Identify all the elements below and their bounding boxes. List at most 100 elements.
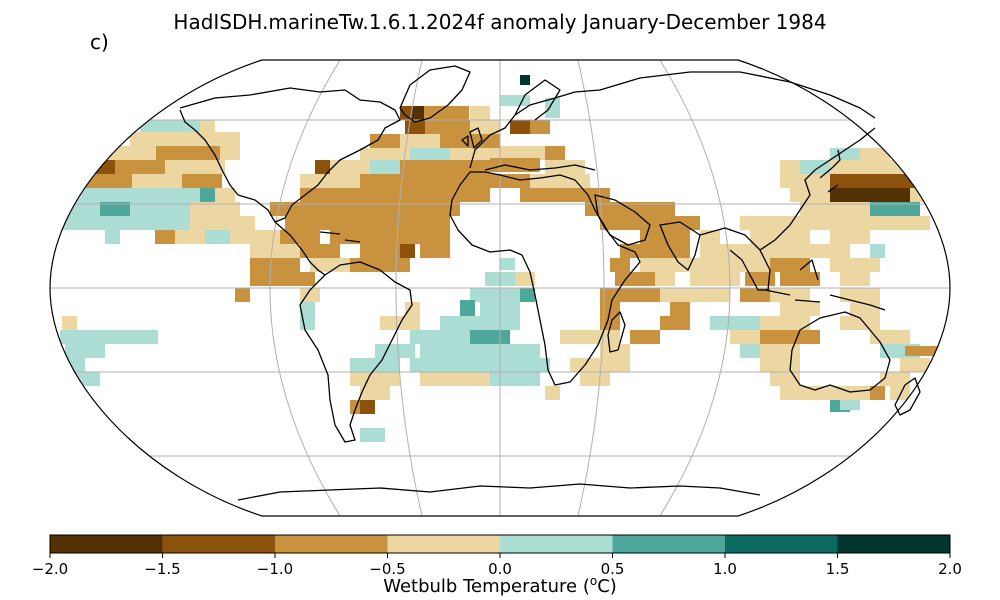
colorbar-bin xyxy=(612,535,726,553)
colorbar-tick-label: 0.5 xyxy=(601,560,625,578)
anomaly-cell xyxy=(870,244,885,258)
anomaly-cell xyxy=(118,330,158,344)
anomaly-cell xyxy=(840,272,870,286)
anomaly-cell xyxy=(200,188,215,202)
anomaly-cell xyxy=(420,344,450,358)
anomaly-cell xyxy=(215,188,235,202)
anomaly-cell xyxy=(70,188,200,202)
anomaly-cell xyxy=(230,230,280,244)
anomaly-cell xyxy=(155,230,175,244)
anomaly-cell xyxy=(545,146,565,160)
anomaly-cell xyxy=(330,160,370,174)
anomaly-cell xyxy=(840,400,860,410)
colorbar-bin xyxy=(837,535,951,553)
anomaly-cell xyxy=(100,202,130,216)
anomaly-cell xyxy=(560,330,620,344)
anomaly-cell xyxy=(470,316,520,330)
anomaly-cell xyxy=(115,160,165,174)
anomaly-cell xyxy=(700,244,760,258)
anomaly-cell xyxy=(615,272,655,286)
anomaly-cell xyxy=(360,400,375,414)
colorbar-bin xyxy=(500,535,613,553)
anomaly-cell xyxy=(460,300,475,316)
world-map xyxy=(49,59,951,517)
meridian-60e xyxy=(577,60,605,516)
anomaly-cell xyxy=(780,272,820,286)
anomaly-cell xyxy=(500,258,515,270)
anomaly-cell xyxy=(870,330,910,344)
anomaly-cell xyxy=(830,148,860,160)
anomaly-cell xyxy=(220,132,240,146)
anomaly-cell xyxy=(520,288,535,302)
anomaly-cell xyxy=(205,230,230,244)
anomaly-cell xyxy=(740,344,760,358)
anomaly-cell xyxy=(880,372,910,386)
east-asia-coast xyxy=(759,127,876,251)
anomaly-cell xyxy=(405,302,420,316)
anomaly-cell xyxy=(780,302,820,316)
central-america-coast xyxy=(274,221,326,276)
madagascar-coast xyxy=(607,311,626,353)
anomaly-cell xyxy=(350,258,410,272)
japan-coast xyxy=(819,149,841,193)
anomaly-cell xyxy=(830,258,880,272)
australia-coast xyxy=(789,311,891,393)
anomaly-cell xyxy=(285,216,450,230)
anomaly-cell xyxy=(630,330,660,344)
anomaly-cell xyxy=(315,160,330,174)
caribbean-islands xyxy=(319,231,361,243)
anomaly-cell xyxy=(182,174,222,188)
anomaly-cell xyxy=(360,174,470,188)
anomaly-cell xyxy=(400,134,440,148)
anomaly-cell xyxy=(300,174,320,188)
anomaly-cell xyxy=(760,244,810,258)
anomaly-cell xyxy=(500,146,545,160)
anomaly-cell xyxy=(500,95,530,106)
anomaly-cell xyxy=(130,202,190,216)
anomaly-cell xyxy=(470,288,520,302)
meridian-60w xyxy=(395,60,423,516)
anomaly-cell xyxy=(520,358,550,372)
colorbar-bin xyxy=(162,535,276,553)
colorbar-bin xyxy=(275,535,388,553)
colorbar-bin xyxy=(387,535,501,553)
anomaly-grid xyxy=(60,75,940,442)
anomaly-cell xyxy=(840,316,880,330)
meridian-120e xyxy=(659,60,731,516)
india-coast xyxy=(659,221,701,271)
new-zealand-coast xyxy=(894,377,921,416)
anomaly-cell xyxy=(520,188,590,202)
anomaly-cell xyxy=(450,344,500,358)
colorbar-tick-label: −2.0 xyxy=(32,560,68,578)
anomaly-cell xyxy=(165,160,225,174)
graticule xyxy=(50,60,950,516)
anomaly-cell xyxy=(770,258,810,272)
anomaly-cell xyxy=(490,158,540,172)
anomaly-cell xyxy=(700,258,770,272)
anomaly-cell xyxy=(250,272,315,286)
anomaly-cell xyxy=(710,316,760,330)
anomaly-cell xyxy=(62,316,77,330)
anomaly-cell xyxy=(770,372,800,386)
anomaly-cell xyxy=(530,120,550,134)
anomaly-cell xyxy=(420,244,450,258)
greenland-coast xyxy=(399,65,471,123)
anomaly-cell xyxy=(545,98,560,118)
anomaly-cell xyxy=(780,160,800,174)
anomaly-cell xyxy=(175,230,205,244)
anomaly-cell xyxy=(140,120,200,132)
anomaly-cell xyxy=(670,302,690,316)
anomaly-cell xyxy=(360,386,390,400)
anomaly-cell xyxy=(460,358,520,372)
colorbar-tick-label: 2.0 xyxy=(938,560,962,578)
anomaly-cell xyxy=(580,372,610,386)
anomaly-cell xyxy=(585,202,655,216)
anomaly-cell xyxy=(270,202,460,216)
anomaly-cell xyxy=(520,75,530,85)
anomaly-cell xyxy=(740,216,810,230)
anomaly-cell xyxy=(640,258,700,272)
anomaly-cell xyxy=(890,386,910,400)
anomaly-cell xyxy=(690,288,730,302)
europe-coast xyxy=(469,71,876,169)
anomaly-cell xyxy=(810,216,930,230)
